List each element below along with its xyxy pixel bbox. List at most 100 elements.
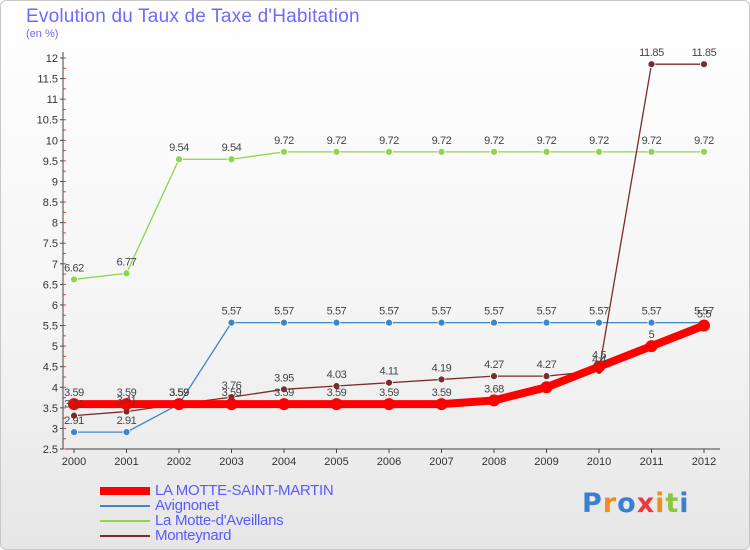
data-label: 3.95 <box>274 372 294 384</box>
data-label: 4.5 <box>592 350 606 362</box>
data-point <box>647 147 656 156</box>
data-label: 9.72 <box>274 135 294 147</box>
data-point <box>700 147 708 156</box>
data-label: 3.59 <box>379 387 399 399</box>
data-label: 11.85 <box>639 47 664 59</box>
legend-label-0: LA MOTTE-SAINT-MARTIN <box>155 482 334 499</box>
data-point <box>70 275 78 284</box>
y-tick-label: 6 <box>52 300 58 312</box>
x-tick-label: 2008 <box>482 456 506 468</box>
y-tick-label: 12 <box>46 53 58 65</box>
data-label: 9.72 <box>642 135 662 147</box>
data-label: 3.68 <box>484 383 504 395</box>
data-point <box>227 318 236 327</box>
data-point <box>175 155 183 164</box>
legend-swatch-0 <box>100 487 150 495</box>
data-point <box>278 398 290 411</box>
data-point <box>647 318 656 327</box>
data-point <box>385 318 393 327</box>
data-point <box>332 147 341 156</box>
data-label: 3.59 <box>432 387 452 399</box>
y-tick-label: 6.5 <box>43 279 58 291</box>
y-tick-label: 5.5 <box>43 321 58 333</box>
data-point <box>698 319 710 332</box>
data-point <box>225 398 238 411</box>
y-tick-label: 3.5 <box>43 403 58 415</box>
legend-swatch-2 <box>100 520 150 522</box>
data-label: 9.72 <box>432 135 452 147</box>
series-line-2 <box>73 151 705 281</box>
x-tick-label: 2000 <box>62 456 86 468</box>
data-label: 4.11 <box>380 366 399 378</box>
data-label: 9.72 <box>589 135 609 147</box>
data-label: 3.76 <box>222 380 242 392</box>
data-point <box>595 318 603 327</box>
data-label: 5.57 <box>222 306 242 318</box>
data-label: 5.57 <box>537 306 557 318</box>
data-label: 6.62 <box>64 262 84 274</box>
data-point <box>280 385 288 394</box>
y-tick-label: 9.5 <box>43 156 58 168</box>
data-label: 4.03 <box>327 369 347 381</box>
data-label: 5.57 <box>694 306 714 318</box>
data-point <box>437 318 446 327</box>
data-point <box>700 60 708 69</box>
data-point <box>488 394 500 407</box>
data-label: 3.59 <box>64 387 84 399</box>
x-tick-label: 2009 <box>534 456 558 468</box>
data-point <box>280 318 288 327</box>
data-point <box>383 398 395 411</box>
proxiti-logo: Proxiti <box>582 488 690 519</box>
data-point <box>68 398 80 411</box>
data-point <box>542 318 551 327</box>
x-tick-label: 2002 <box>167 456 191 468</box>
data-label: 2.91 <box>117 415 137 427</box>
chart-title: Evolution du Taux de Taxe d'Habitation <box>26 6 360 27</box>
x-tick-label: 2012 <box>692 456 716 468</box>
x-tick-label: 2006 <box>377 456 401 468</box>
data-label: 9.72 <box>327 135 347 147</box>
y-tick-label: 11.5 <box>37 74 58 86</box>
legend-swatch-3 <box>100 535 150 537</box>
y-tick-label: 9 <box>52 176 58 188</box>
data-label: 4.4 <box>592 354 606 366</box>
x-tick-label: 2010 <box>587 456 611 468</box>
data-point <box>70 411 78 420</box>
data-point <box>122 428 131 437</box>
data-label: 11.85 <box>692 47 717 59</box>
y-tick-label: 5 <box>52 341 58 353</box>
y-tick-label: 8.5 <box>43 197 58 209</box>
data-label: 3.31 <box>64 399 84 411</box>
data-point <box>595 147 603 156</box>
chart-subtitle: (en %) <box>26 28 59 40</box>
data-point <box>122 269 131 278</box>
data-point <box>490 318 498 327</box>
y-tick-label: 7.5 <box>43 238 58 250</box>
data-point <box>385 147 393 156</box>
y-tick-label: 4.5 <box>43 362 58 374</box>
data-label: 3.59 <box>117 387 137 399</box>
line-chart: 2.5 3 3.5 4 4.5 5 5.5 6 6.5 7 7.5 8 8.5 9 9.5 10 10.5 11 1… <box>37 47 720 468</box>
data-label: 2.91 <box>64 415 84 427</box>
data-point <box>227 155 236 164</box>
data-point <box>332 382 341 390</box>
data-point <box>647 60 656 69</box>
data-point <box>173 398 185 411</box>
data-label: 9.72 <box>484 135 504 147</box>
data-label: 3.59 <box>274 387 294 399</box>
data-label: 9.54 <box>169 142 189 154</box>
legend-label-3: Monteynard <box>155 527 232 544</box>
x-tick-label: 2004 <box>272 456 296 468</box>
y-tick-label: 4 <box>52 382 58 394</box>
data-label: 9.72 <box>537 135 557 147</box>
data-point <box>385 378 393 387</box>
data-label: 5.57 <box>327 306 347 318</box>
data-point <box>437 375 446 384</box>
legend-label-1: Avignonet <box>155 497 219 514</box>
data-label: 5.57 <box>589 306 609 318</box>
data-label: 5.57 <box>484 306 504 318</box>
x-tick-label: 2011 <box>640 456 664 468</box>
data-label: 4.27 <box>484 359 504 371</box>
data-label: 3.59 <box>169 387 189 399</box>
data-point <box>332 318 341 327</box>
